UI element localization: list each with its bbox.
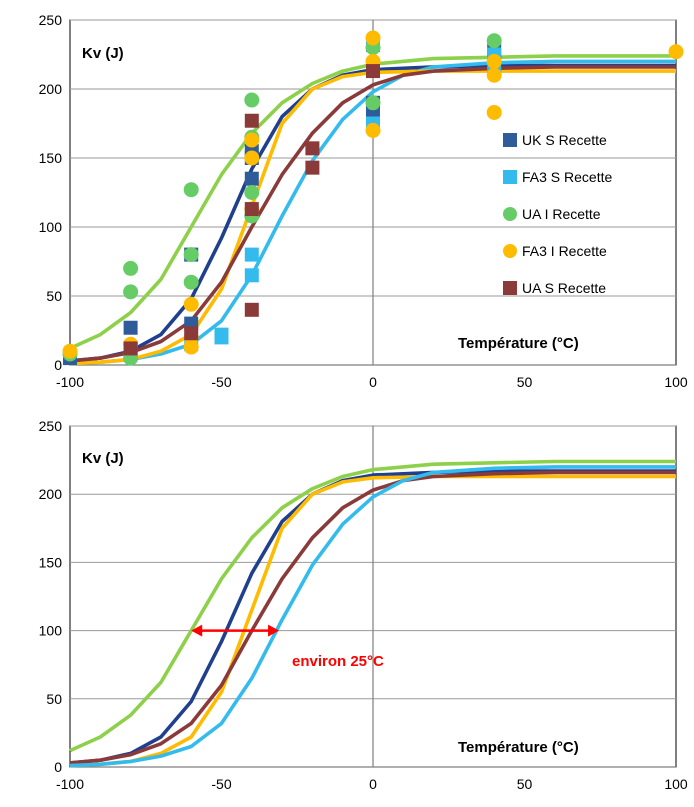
data-point (123, 320, 138, 335)
legend-marker (503, 207, 517, 221)
annotation-text: environ 25°C (292, 653, 384, 670)
x-tick-label: 0 (369, 374, 377, 390)
data-point (365, 95, 381, 111)
legend-marker (503, 170, 517, 184)
data-point (244, 202, 259, 217)
series-line (69, 69, 676, 366)
x-tick-label: 50 (517, 374, 533, 390)
data-point (183, 339, 199, 355)
data-point (486, 33, 502, 49)
legend-label: UK S Recette (522, 132, 607, 148)
data-point (244, 268, 259, 283)
data-point (244, 150, 260, 166)
data-point (183, 247, 199, 263)
data-point (486, 67, 502, 83)
legend-marker (503, 244, 517, 258)
tick-labels-top: 0 50 100 150 200 250 -100 -50 0 50 100 (39, 12, 688, 390)
annotation-arrow-head-left (191, 624, 203, 637)
series-line (69, 469, 676, 765)
data-point (123, 341, 138, 356)
data-point (244, 185, 260, 200)
fit-curves-bottom (69, 459, 676, 768)
x-tick-label: -100 (56, 374, 84, 390)
data-point (305, 141, 320, 156)
y-tick-label: 50 (46, 691, 62, 707)
legend-label: UA S Recette (522, 280, 606, 296)
data-point (244, 132, 260, 148)
data-point (366, 64, 380, 79)
x-tick-label: 100 (664, 776, 688, 792)
legend-marker (503, 281, 517, 295)
x-tick-label: -100 (56, 776, 84, 792)
chart-bottom-panel: 0 50 100 150 200 250 -100 -50 0 50 100 environ 25°… (39, 418, 688, 792)
data-point (365, 30, 381, 46)
series-line (69, 470, 676, 765)
legend-label: FA3 S Recette (522, 169, 612, 185)
y-tick-label: 0 (54, 357, 62, 373)
y-tick-label: 0 (54, 759, 62, 775)
y-tick-label: 150 (39, 150, 63, 166)
y-tick-label: 250 (39, 418, 63, 434)
data-point (123, 284, 139, 300)
series-line (69, 54, 676, 351)
y-tick-label: 200 (39, 81, 63, 97)
data-point (244, 171, 259, 186)
series-line (69, 65, 676, 363)
chart-top-panel: 0 50 100 150 200 250 -100 -50 0 50 100 Kv (J) Temp… (39, 12, 688, 390)
data-point (214, 327, 229, 342)
data-point (184, 326, 199, 341)
series-line (69, 459, 676, 753)
x-axis-label-bottom: Température (°C) (458, 739, 579, 756)
data-points-top (62, 30, 684, 366)
x-tick-label: 50 (517, 776, 533, 792)
legend-marker (503, 133, 517, 147)
annotation-arrow-head-right (268, 624, 280, 637)
data-point (486, 53, 502, 69)
series-line (69, 465, 676, 768)
x-tick-label: 0 (369, 776, 377, 792)
data-point (365, 122, 381, 138)
data-point (183, 296, 199, 312)
y-tick-label: 150 (39, 554, 63, 570)
x-tick-label: -50 (211, 776, 231, 792)
data-point (668, 44, 684, 60)
data-point (305, 160, 320, 175)
legend-label: FA3 I Recette (522, 243, 607, 259)
y-tick-label: 200 (39, 486, 63, 502)
data-point (244, 302, 259, 317)
legend: UK S Recette FA3 S Recette UA I Recette FA3… (503, 132, 612, 296)
series-line (69, 63, 676, 363)
axes-bottom (70, 426, 676, 768)
y-tick-label: 100 (39, 623, 63, 639)
data-point (244, 247, 259, 262)
y-axis-label-top: Kv (J) (82, 45, 124, 62)
annotation: environ 25°C (191, 624, 384, 670)
data-point (183, 274, 199, 290)
x-tick-label: -50 (211, 374, 231, 390)
x-axis-label-top: Température (°C) (458, 335, 579, 352)
y-tick-label: 50 (46, 288, 62, 304)
data-point (183, 182, 199, 198)
data-point (123, 260, 139, 276)
x-tick-label: 100 (664, 374, 688, 390)
data-point (486, 104, 502, 120)
data-point (244, 113, 259, 128)
y-tick-label: 100 (39, 219, 63, 235)
y-axis-label-bottom: Kv (J) (82, 450, 124, 467)
data-point (244, 92, 260, 108)
tick-labels-bottom: 0 50 100 150 200 250 -100 -50 0 50 100 (39, 418, 688, 792)
y-tick-label: 250 (39, 12, 63, 28)
legend-label: UA I Recette (522, 206, 601, 222)
data-point (62, 343, 78, 359)
